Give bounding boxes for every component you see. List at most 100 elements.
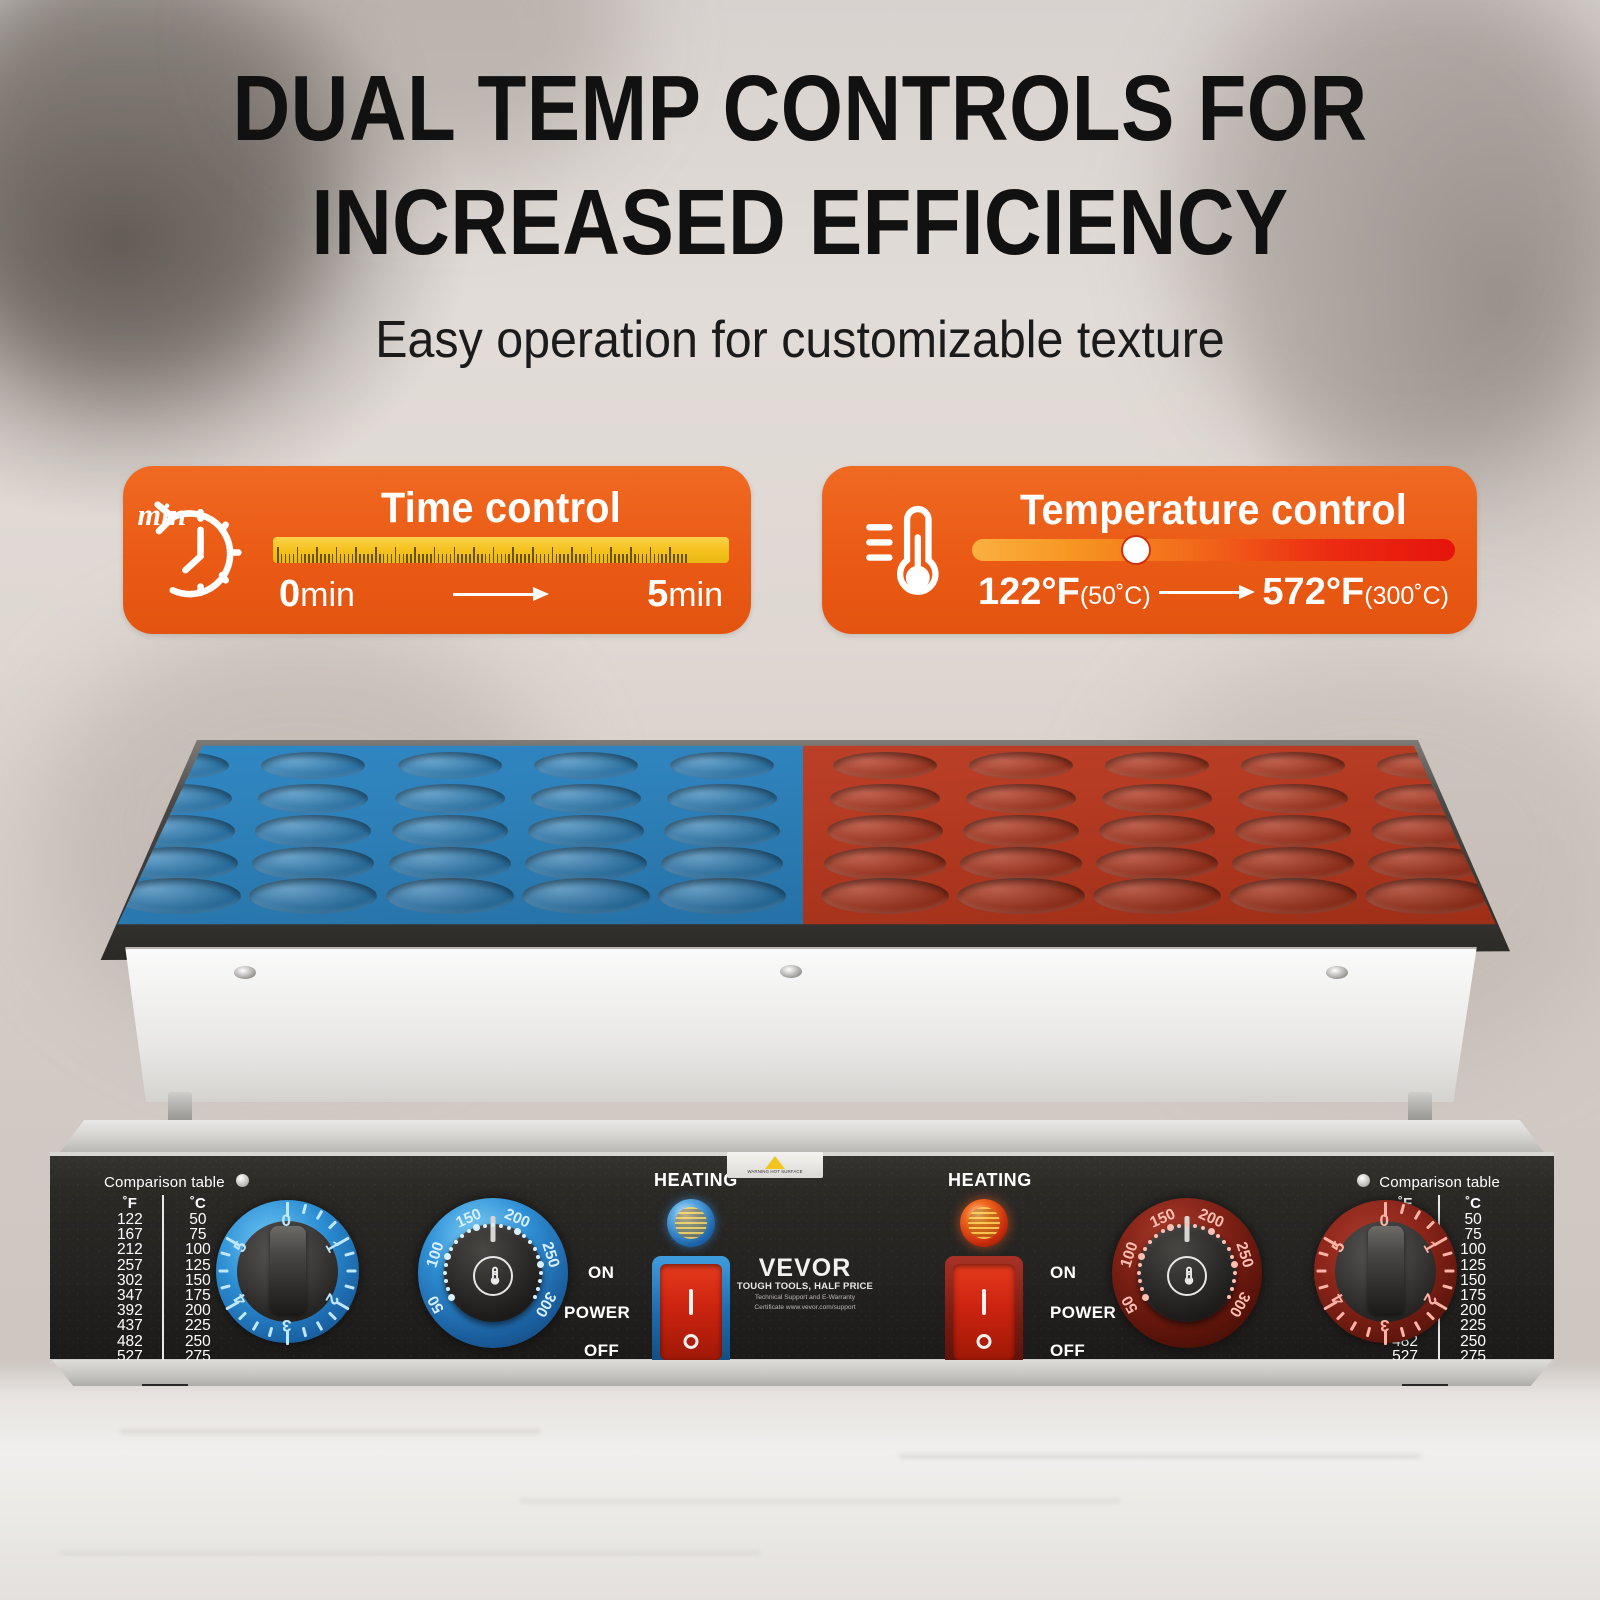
comparison-column-fahrenheit: ˚F 122167212257302347392437482527572 [106, 1195, 165, 1379]
comparison-cell-f: 347 [116, 1287, 143, 1305]
svg-text:min: min [138, 498, 187, 532]
temperature-scale-dot [443, 1262, 448, 1267]
ruler-tick [355, 547, 357, 563]
ruler-tick [418, 554, 420, 563]
ruler-tick [316, 547, 318, 563]
ruler-tick [473, 547, 475, 563]
comparison-cell-c: 50 [189, 1211, 207, 1228]
ruler-tick [367, 554, 369, 563]
control-panel: Comparison table ˚F 122 167 212 257 302 347 39… [50, 1152, 1554, 1379]
switch-label-off-right: OFF [1050, 1341, 1086, 1360]
time-range: 0min 5min [273, 573, 729, 616]
temperature-knob-left[interactable]: 50 100 150 200 250 300 [418, 1198, 568, 1348]
griddle-cavity [255, 815, 372, 847]
temperature-pointer [490, 1216, 496, 1242]
timer-scale-tick [1384, 1201, 1387, 1217]
griddle-cavity [521, 878, 650, 914]
ruler-tick [402, 554, 405, 563]
plate-cooking-surface [117, 745, 1496, 925]
ruler-tick [296, 547, 299, 563]
ruler-tick [331, 554, 334, 563]
body-screw [234, 966, 257, 979]
ruler-tick [665, 554, 667, 563]
griddle-cavity [385, 878, 514, 914]
ruler-tick [371, 554, 373, 563]
timer-scale-tick [1384, 1329, 1387, 1345]
temperature-scale-dot [1201, 1225, 1206, 1230]
switch-label-off-left: OFF [584, 1341, 620, 1360]
temperature-scale-dot [532, 1295, 537, 1299]
ruler-tick [575, 554, 577, 563]
comparison-table-title: Comparison table [1379, 1174, 1500, 1191]
marble-vein [60, 1552, 760, 1554]
ruler-tick [669, 547, 671, 563]
temperature-slider-handle[interactable] [1121, 535, 1152, 565]
ruler-tick [465, 554, 467, 563]
comparison-cell-c: 175 [184, 1287, 211, 1305]
temperature-scale-dot [482, 1223, 487, 1228]
comparison-cell-c: 225 [184, 1317, 211, 1335]
comparison-cell-f: 122 [116, 1211, 143, 1228]
ruler-tick [284, 554, 287, 563]
ruler-tick [324, 554, 326, 563]
machine-foot [1402, 1384, 1448, 1386]
ruler-tick [484, 554, 487, 563]
timer-scale-tick [346, 1269, 357, 1272]
ruler-tick [579, 554, 581, 563]
time-min-value: 0min [279, 573, 355, 615]
ruler-tick [469, 554, 471, 563]
temperature-scale-dot [1154, 1234, 1159, 1239]
temperature-scale-dot [1232, 1279, 1237, 1284]
column-header-c: ˚C [189, 1195, 206, 1212]
timer-scale-tick [1444, 1269, 1455, 1272]
temperature-knob-right[interactable]: 50 100 150 200 250 300 [1112, 1198, 1262, 1348]
temperature-scale-dot [473, 1224, 481, 1232]
warning-text: WARNING HOT SURFACE [747, 1169, 803, 1174]
power-switch-left[interactable] [652, 1256, 730, 1368]
time-max-value: 5min [647, 573, 723, 615]
comparison-cell-c: 150 [1460, 1271, 1487, 1289]
ruler-tick [351, 554, 354, 563]
timer-pointer [269, 1226, 306, 1314]
ruler-tick [677, 554, 679, 563]
ruler-tick [504, 554, 507, 563]
temperature-scale-dot [1143, 1247, 1148, 1251]
thermometer-icon [473, 1256, 513, 1296]
thermometer-icon [1167, 1256, 1207, 1296]
ruler-tick [590, 547, 593, 563]
heating-label-right: HEATING [948, 1170, 1032, 1190]
griddle-cavity [388, 846, 511, 881]
griddle-cavity [1374, 783, 1485, 813]
bg-blob [1180, 0, 1600, 480]
ruler-tick [437, 554, 440, 563]
ruler-tick [602, 554, 605, 563]
griddle-cavity [252, 846, 375, 881]
ruler-tick [512, 547, 514, 563]
ruler-tick [477, 554, 479, 563]
time-control-badge: min Time control 0min 5min [123, 466, 751, 634]
timer-scale-tick [286, 1201, 289, 1217]
pancake-maker-machine: Comparison table ˚F 122 167 212 257 302 347 39… [0, 700, 1600, 1430]
griddle-cavity [527, 815, 644, 847]
temperature-scale-dot [444, 1253, 452, 1261]
ruler-tick [414, 547, 416, 563]
ruler-tick [426, 554, 428, 563]
griddle-cavity [261, 752, 366, 779]
power-switch-right[interactable] [945, 1256, 1023, 1368]
griddle-cavity [394, 783, 505, 813]
griddle-cavity [823, 846, 946, 881]
temperature-pointer [1184, 1216, 1190, 1242]
timer-scale-tick [1316, 1269, 1327, 1272]
ruler-tick [359, 554, 361, 563]
griddle-cavity [1235, 815, 1352, 847]
temperature-control-body: Temperature control 122°F(50˚C) 572°F(30… [972, 486, 1477, 614]
temperature-scale-dot [513, 1227, 521, 1235]
ruler-tick [516, 554, 518, 563]
comparison-cell-c: 175 [1460, 1287, 1487, 1305]
griddle-cavity [663, 815, 780, 847]
comparison-table-left: Comparison table ˚F 122 167 212 257 302 347 39… [104, 1174, 225, 1379]
comparison-cell-c: 75 [189, 1226, 207, 1244]
comparison-cell-c: 100 [184, 1241, 211, 1259]
